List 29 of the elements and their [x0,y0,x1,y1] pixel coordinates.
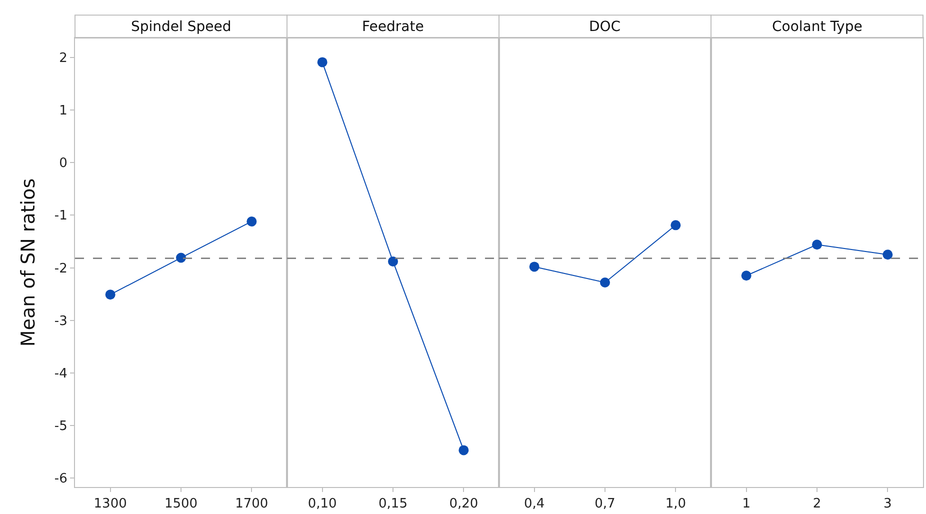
x-tick-label: 2 [812,496,822,512]
x-tick-label: 1300 [94,496,127,512]
chart-title: Feedrate [362,19,424,35]
y-axis-title: Mean of SN ratios [17,178,40,347]
y-tick-label: 0 [59,156,68,172]
y-tick-label: -5 [54,419,68,434]
y-tick-label: 2 [59,51,68,66]
chart-title: Spindel Speed [131,19,232,35]
y-tick-label: -6 [54,472,68,487]
x-tick-label: 1500 [164,496,198,512]
x-tick-label: 0,20 [449,496,478,512]
x-tick-label: 0,7 [594,496,616,512]
x-tick-label: 3 [884,496,892,512]
y-tick-label: 1 [59,104,68,119]
chart-title: Coolant Type [772,19,862,35]
x-tick-label: 0,15 [378,496,408,512]
x-tick-label: 1,0 [665,496,686,512]
x-tick-label: 1700 [235,496,268,512]
x-tick-label: 0,10 [308,496,337,512]
point [176,252,186,263]
point [105,290,116,300]
y-tick-label: -1 [54,208,68,224]
y-tick-label: -3 [54,314,68,329]
point [246,216,257,226]
x-tick-label: 1 [742,496,750,512]
x-tick-label: 0,4 [524,496,545,512]
y-tick-label: -2 [54,261,68,276]
chart-title: DOC [589,19,621,35]
y-tick-label: -4 [54,366,68,382]
